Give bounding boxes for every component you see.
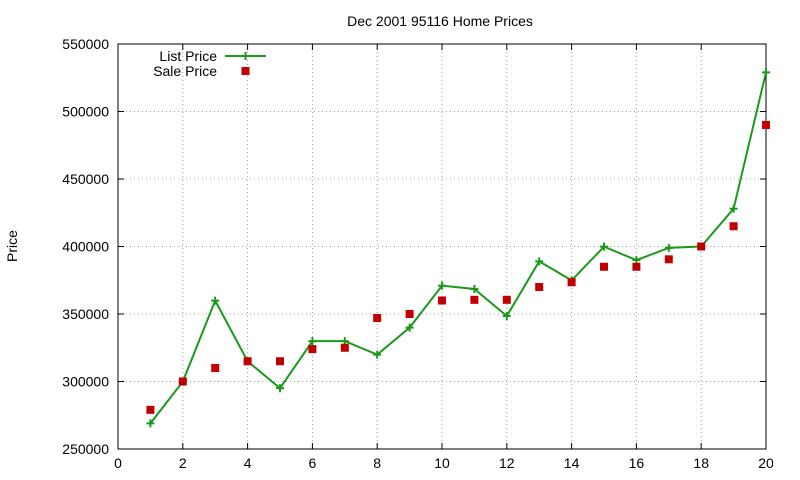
data-point (243, 357, 252, 366)
x-tick-label: 20 (758, 455, 774, 471)
series-sale-price (146, 121, 770, 414)
data-point (340, 343, 349, 352)
legend-label: List Price (159, 48, 217, 64)
data-point (146, 419, 155, 428)
legend-marker (241, 67, 250, 75)
data-point (600, 262, 608, 271)
grid (118, 44, 766, 449)
data-point (373, 350, 382, 359)
data-point (178, 377, 187, 386)
data-point (146, 405, 155, 414)
y-tick-label: 250000 (62, 441, 109, 457)
x-tick-label: 6 (309, 455, 317, 471)
data-point (211, 296, 220, 305)
data-point (470, 285, 479, 294)
series-list-price (146, 68, 770, 428)
data-point (276, 384, 284, 393)
data-point (664, 243, 673, 252)
data-point (438, 281, 446, 290)
data-point (438, 296, 446, 305)
x-tick-label: 14 (564, 455, 580, 471)
series-line (149, 72, 767, 424)
series-layer (146, 68, 770, 428)
data-point (600, 242, 608, 251)
data-point (729, 204, 738, 213)
y-tick-label: 300000 (62, 374, 109, 390)
x-tick-label: 8 (373, 455, 381, 471)
x-tick-label: 10 (434, 455, 450, 471)
y-axis-label: Price (4, 230, 20, 262)
legend-label: Sale Price (153, 63, 217, 79)
chart-title: Dec 2001 95116 Home Prices (347, 13, 533, 29)
data-point (535, 257, 544, 266)
y-tick-label: 350000 (62, 306, 109, 322)
x-tick-label: 16 (629, 455, 645, 471)
y-tick-label: 450000 (62, 171, 109, 187)
y-tick-label: 500000 (62, 104, 109, 120)
data-point (664, 255, 673, 264)
data-point (502, 295, 511, 304)
data-point (729, 222, 738, 231)
data-point (535, 283, 544, 291)
data-point (276, 357, 284, 366)
plot-frame (117, 43, 767, 450)
y-tick-label: 400000 (62, 239, 109, 255)
data-point (405, 310, 414, 318)
data-point (502, 312, 511, 321)
data-point (211, 364, 220, 372)
data-point (373, 314, 382, 323)
tick-labels: 0 2 4 6 8 10 12 14 16 18 20 250000 300000 350000 40000… (62, 36, 774, 471)
data-point (697, 242, 706, 251)
data-point (762, 68, 770, 77)
data-point (308, 337, 317, 346)
data-point (632, 262, 641, 271)
data-point (567, 278, 576, 287)
data-point (762, 121, 770, 129)
data-point (308, 345, 317, 354)
data-point (405, 323, 414, 332)
y-tick-label: 550000 (62, 36, 109, 52)
x-tick-label: 0 (114, 455, 122, 471)
x-tick-label: 12 (499, 455, 515, 471)
x-tick-label: 2 (179, 455, 187, 471)
x-tick-label: 18 (693, 455, 709, 471)
legend-marker (241, 52, 250, 60)
x-tick-label: 4 (244, 455, 252, 471)
data-point (470, 295, 479, 304)
